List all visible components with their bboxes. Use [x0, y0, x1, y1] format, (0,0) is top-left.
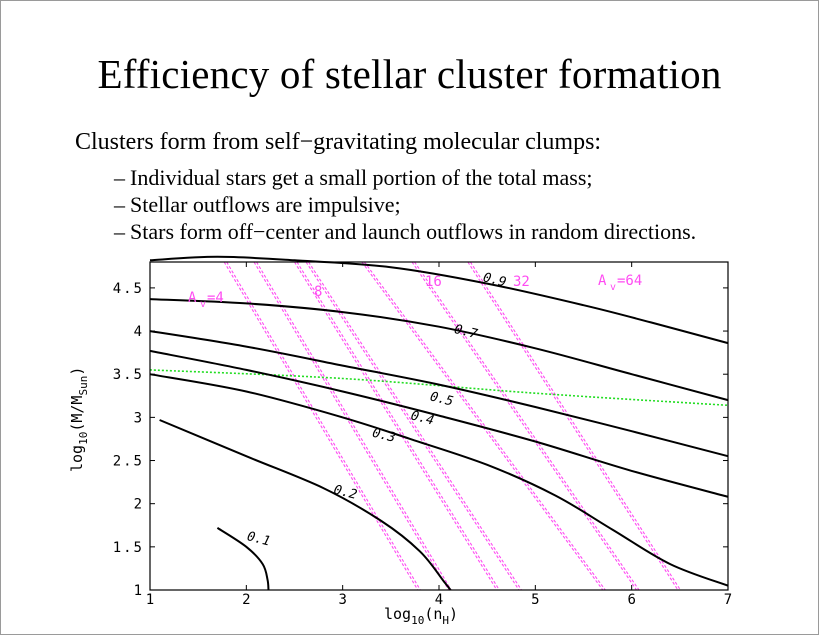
extinction-label-sub: v [610, 282, 616, 293]
x-tick-label: 7 [724, 592, 732, 608]
dash-glyph: – [114, 219, 125, 244]
bullet-item: – Stars form off−center and launch outflo… [114, 218, 696, 245]
y-tick-label: 3.5 [113, 367, 144, 383]
bullet-text: Stellar outflows are impulsive; [130, 192, 401, 217]
extinction-label-a: A [598, 273, 607, 289]
x-ticks: 1 2 3 4 5 6 7 [146, 262, 732, 608]
contour-label: 0.7 [452, 322, 479, 342]
y-tick-label: 2.5 [113, 454, 144, 470]
y-label-paren-sub: Sun [77, 376, 90, 396]
y-tick-label: 1.5 [113, 540, 144, 556]
extinction-label-sub: v [200, 299, 206, 310]
contour-line [149, 349, 729, 498]
contour-label: 0.4 [409, 408, 435, 428]
contour-labels: 0.9 0.7 0.50.4 0.3 0.2 0.1 [245, 270, 507, 549]
extinction-line [411, 261, 637, 591]
contour-label: 0.2 [332, 483, 359, 503]
extinction-label-group: A v =4 8 16 32 A v =64 [188, 273, 642, 310]
dash-glyph: – [114, 192, 125, 217]
contour-label: 0.9 [481, 270, 507, 290]
y-tick-label: 2 [134, 497, 144, 513]
x-label-main: log [384, 605, 411, 623]
x-label-paren-sub: H [442, 614, 449, 627]
contour-line [149, 255, 729, 345]
y-tick-label: 4 [134, 324, 144, 340]
extinction-line [256, 261, 452, 591]
y-label-sub: 10 [77, 432, 90, 445]
x-label-sub: 10 [411, 614, 424, 627]
extinction-label: 8 [314, 284, 322, 300]
extinction-line [361, 261, 604, 591]
extinction-line [414, 261, 640, 591]
y-tick-label: 1 [134, 583, 144, 599]
bullet-item: – Individual stars get a small portion of… [114, 164, 696, 191]
extinction-line [308, 261, 522, 591]
extinction-label: 32 [513, 274, 530, 290]
extinction-line [223, 261, 419, 591]
bullet-text: Individual stars get a small portion of … [130, 165, 593, 190]
efficiency-contours [149, 255, 729, 591]
lead-text: Clusters form from self−gravitating mole… [75, 129, 602, 155]
x-tick-label: 2 [242, 592, 250, 608]
x-tick-label: 6 [627, 592, 635, 608]
contour-line [159, 419, 452, 591]
x-tick-label: 5 [531, 592, 539, 608]
extinction-line [296, 261, 500, 591]
critical-line-path [149, 369, 729, 407]
extinction-label: 16 [425, 274, 442, 290]
extinction-lines [223, 261, 681, 591]
contour-label: 0.1 [245, 529, 271, 549]
extinction-line [467, 261, 679, 591]
y-axis-label: log10(M/MSun) [68, 367, 90, 472]
contour-label: 0.3 [371, 426, 397, 446]
extinction-label-val: =4 [207, 290, 224, 306]
y-label-main: log [68, 445, 86, 472]
bullet-item: – Stellar outflows are impulsive; [114, 191, 696, 218]
y-ticks: 1 1.5 2 2.5 3 3.5 4 4.5 [113, 281, 728, 599]
extinction-line [305, 261, 520, 591]
x-tick-label: 4 [435, 592, 443, 608]
x-axis-label: log10(nH) [384, 605, 458, 627]
x-tick-label: 1 [146, 592, 154, 608]
y-label-close: ) [68, 367, 86, 376]
dash-glyph: – [114, 165, 125, 190]
extinction-line [226, 261, 421, 591]
contour-line [149, 330, 729, 458]
x-label-close: ) [449, 605, 458, 623]
slide-title: Efficiency of stellar cluster formation [97, 51, 722, 97]
contour-line [149, 373, 729, 587]
y-label-paren: (M/M [68, 396, 86, 432]
extinction-line [294, 261, 498, 591]
extinction-line [469, 261, 681, 591]
contour-label: 0.5 [428, 389, 455, 409]
extinction-line [253, 261, 450, 591]
critical-density-line [149, 369, 729, 407]
contour-line [149, 298, 729, 402]
x-tick-label: 3 [338, 592, 346, 608]
bullet-text: Stars form off−center and launch outflow… [130, 219, 697, 244]
contour-line [216, 527, 270, 591]
x-label-paren: (n [424, 605, 442, 623]
y-tick-label: 3 [134, 410, 144, 426]
bullet-list: – Individual stars get a small portion of… [114, 164, 696, 245]
y-tick-label: 4.5 [113, 281, 144, 297]
extinction-label-val: =64 [617, 273, 642, 289]
extinction-label-a: A [188, 290, 197, 306]
extinction-line [363, 261, 606, 591]
